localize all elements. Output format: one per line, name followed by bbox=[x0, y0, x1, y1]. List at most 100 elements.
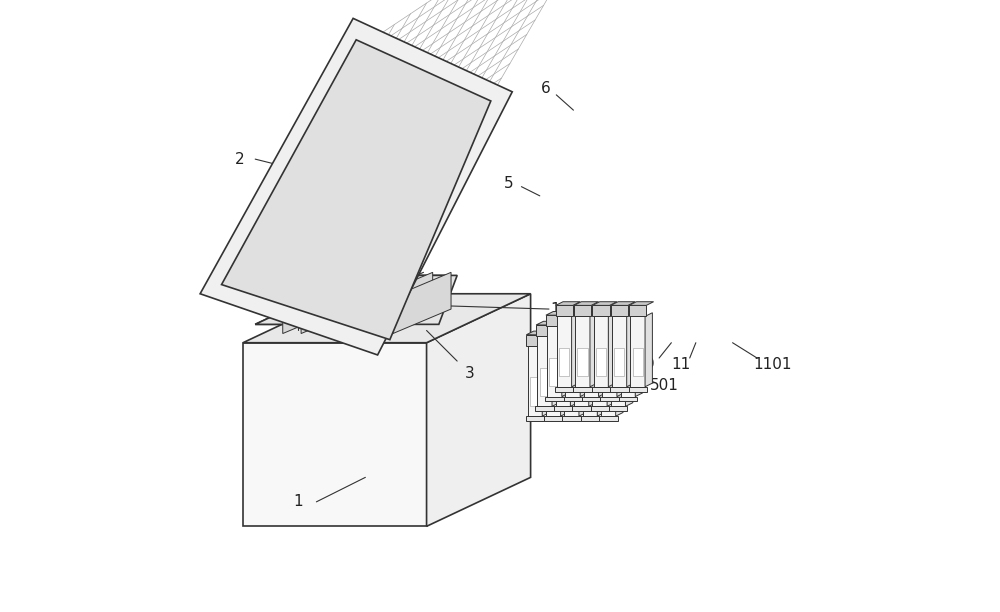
Text: 9: 9 bbox=[645, 357, 655, 371]
Polygon shape bbox=[597, 342, 605, 416]
Polygon shape bbox=[554, 321, 579, 325]
Polygon shape bbox=[635, 323, 643, 397]
Polygon shape bbox=[612, 316, 627, 387]
Polygon shape bbox=[601, 346, 616, 416]
Polygon shape bbox=[633, 348, 643, 376]
Polygon shape bbox=[619, 315, 636, 326]
Polygon shape bbox=[536, 321, 561, 325]
Polygon shape bbox=[563, 331, 588, 335]
Polygon shape bbox=[594, 316, 608, 387]
Polygon shape bbox=[255, 275, 457, 324]
Polygon shape bbox=[592, 336, 607, 406]
Polygon shape bbox=[572, 406, 591, 411]
Polygon shape bbox=[599, 416, 618, 421]
Polygon shape bbox=[542, 342, 550, 416]
Polygon shape bbox=[583, 346, 597, 416]
Polygon shape bbox=[591, 321, 616, 325]
Polygon shape bbox=[255, 275, 451, 324]
Polygon shape bbox=[645, 313, 652, 387]
Polygon shape bbox=[592, 305, 610, 316]
Polygon shape bbox=[613, 368, 623, 396]
Polygon shape bbox=[561, 342, 568, 416]
Polygon shape bbox=[581, 335, 599, 346]
Polygon shape bbox=[243, 343, 427, 526]
Polygon shape bbox=[574, 305, 591, 316]
Polygon shape bbox=[537, 336, 552, 406]
Polygon shape bbox=[574, 336, 589, 406]
Polygon shape bbox=[629, 305, 646, 316]
Polygon shape bbox=[338, 272, 396, 334]
Polygon shape bbox=[599, 323, 606, 397]
Polygon shape bbox=[592, 302, 617, 305]
Polygon shape bbox=[535, 406, 554, 411]
Polygon shape bbox=[200, 18, 512, 355]
Polygon shape bbox=[602, 326, 617, 397]
Polygon shape bbox=[619, 312, 644, 315]
Polygon shape bbox=[562, 416, 581, 421]
Polygon shape bbox=[611, 305, 628, 316]
Polygon shape bbox=[375, 272, 433, 334]
Polygon shape bbox=[546, 315, 563, 326]
Polygon shape bbox=[611, 336, 625, 406]
Polygon shape bbox=[545, 335, 562, 346]
Polygon shape bbox=[589, 332, 596, 406]
Polygon shape bbox=[526, 331, 551, 335]
Polygon shape bbox=[528, 346, 542, 416]
Polygon shape bbox=[600, 397, 619, 401]
Polygon shape bbox=[603, 378, 613, 406]
Polygon shape bbox=[580, 323, 588, 397]
Polygon shape bbox=[563, 335, 580, 346]
Polygon shape bbox=[583, 312, 607, 315]
Polygon shape bbox=[573, 321, 597, 325]
Polygon shape bbox=[600, 335, 617, 346]
Polygon shape bbox=[548, 378, 558, 406]
Polygon shape bbox=[592, 387, 610, 392]
Polygon shape bbox=[610, 325, 627, 336]
Polygon shape bbox=[566, 378, 577, 406]
Text: 2: 2 bbox=[235, 152, 245, 166]
Polygon shape bbox=[576, 368, 587, 396]
Polygon shape bbox=[554, 325, 572, 336]
Text: 5: 5 bbox=[504, 176, 514, 191]
Polygon shape bbox=[604, 358, 615, 386]
Polygon shape bbox=[617, 323, 624, 397]
Polygon shape bbox=[619, 397, 637, 401]
Polygon shape bbox=[540, 368, 550, 396]
Polygon shape bbox=[614, 348, 624, 376]
Polygon shape bbox=[627, 313, 634, 387]
Polygon shape bbox=[526, 416, 544, 421]
Polygon shape bbox=[283, 272, 341, 334]
Polygon shape bbox=[581, 331, 606, 335]
Polygon shape bbox=[625, 332, 633, 406]
Polygon shape bbox=[565, 326, 580, 397]
Text: 11: 11 bbox=[671, 357, 690, 371]
Polygon shape bbox=[554, 406, 572, 411]
Text: 501: 501 bbox=[650, 378, 678, 393]
Polygon shape bbox=[549, 358, 560, 386]
Polygon shape bbox=[573, 387, 592, 392]
Polygon shape bbox=[559, 348, 569, 376]
Polygon shape bbox=[562, 323, 569, 397]
Polygon shape bbox=[600, 331, 624, 335]
Polygon shape bbox=[552, 332, 559, 406]
Polygon shape bbox=[610, 387, 629, 392]
Polygon shape bbox=[393, 272, 451, 334]
Polygon shape bbox=[596, 348, 606, 376]
Polygon shape bbox=[564, 346, 579, 416]
Polygon shape bbox=[610, 321, 634, 325]
Polygon shape bbox=[536, 325, 553, 336]
Polygon shape bbox=[585, 378, 595, 406]
Text: 6: 6 bbox=[541, 81, 551, 96]
Polygon shape bbox=[575, 316, 590, 387]
Polygon shape bbox=[586, 358, 596, 386]
Polygon shape bbox=[579, 342, 586, 416]
Polygon shape bbox=[530, 378, 540, 406]
Polygon shape bbox=[590, 313, 597, 387]
Polygon shape bbox=[629, 302, 654, 305]
Text: 1: 1 bbox=[293, 494, 303, 509]
Polygon shape bbox=[547, 326, 562, 397]
Polygon shape bbox=[611, 302, 635, 305]
Polygon shape bbox=[595, 368, 605, 396]
Polygon shape bbox=[222, 40, 491, 340]
Polygon shape bbox=[623, 358, 633, 386]
